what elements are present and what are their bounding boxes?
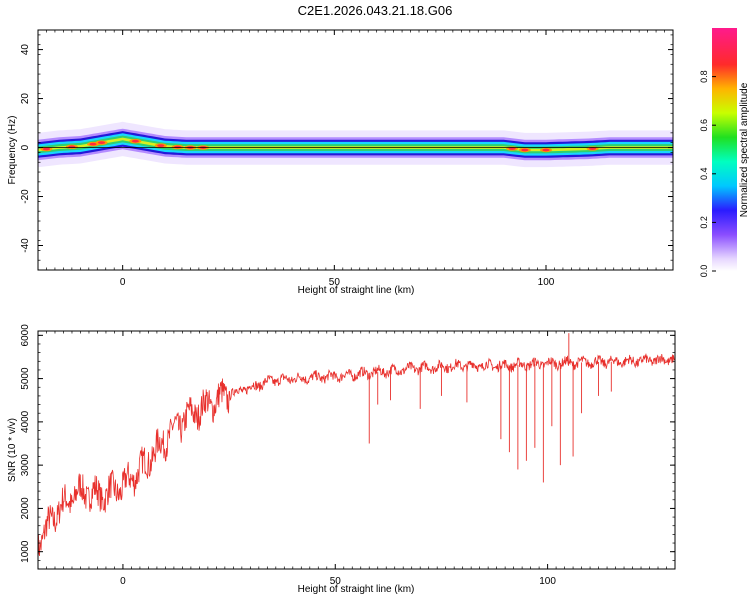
y-tick-label: -20 [20, 189, 31, 204]
colorbar-gradient [712, 28, 737, 271]
spectrogram-x-axis-label: Height of straight line (km) [298, 285, 415, 296]
y-tick-label: 2000 [20, 497, 31, 520]
snr-x-axis-label: Height of straight line (km) [298, 584, 415, 595]
x-tick-label: 0 [120, 576, 126, 587]
colorbar-tick-label: 0.6 [699, 119, 709, 132]
spectrogram-frame [37, 29, 674, 271]
x-tick-label: 100 [538, 277, 555, 288]
x-tick-label: 100 [539, 576, 556, 587]
colorbar-tick-label: 0.0 [699, 265, 709, 278]
spectral-hotspot-core [97, 141, 106, 145]
snr-panel: 0 50 100 1000 2000 3000 4000 5000 6000 Height o… [7, 324, 676, 595]
y-tick-label: 20 [20, 93, 31, 105]
colorbar-label: Normalized spectral amplitude [739, 82, 750, 217]
snr-series-line [38, 353, 675, 562]
y-tick-label: 5000 [20, 367, 31, 390]
x-tick-label: 0 [120, 277, 126, 288]
y-tick-label: 3000 [20, 454, 31, 477]
x-tick-label: 50 [329, 277, 341, 288]
snr-x-ticks: 0 50 100 [37, 331, 676, 587]
colorbar-tick-label: 0.4 [699, 168, 709, 181]
y-tick-label: 40 [20, 44, 31, 56]
spectrogram-panel: 0 50 100 -40 -20 0 20 40 Height of straight li… [7, 29, 674, 296]
snr-frame [37, 330, 676, 570]
spectral-hotspot-core [174, 145, 182, 149]
y-tick-label: 1000 [20, 540, 31, 563]
spectral-hotspot-core [157, 144, 165, 147]
snr-y-axis-label: SNR (10 * v/v) [7, 418, 18, 482]
snr-plot-area [38, 331, 675, 569]
spectrogram-y-axis-label: Frequency (Hz) [7, 116, 18, 185]
chart-title: C2E1.2026.043.21.18.G06 [298, 3, 453, 18]
y-tick-label: 6000 [20, 324, 31, 347]
spectral-hotspot-core [542, 148, 550, 152]
y-tick-label: 0 [20, 144, 31, 150]
spectrogram-x-ticks: 0 50 100 [37, 30, 674, 288]
x-tick-label: 50 [330, 576, 342, 587]
snr-dips [368, 333, 612, 483]
y-tick-label: 4000 [20, 410, 31, 433]
spectral-hotspot-core [42, 147, 51, 151]
colorbar-tick-label: 0.8 [699, 70, 709, 83]
spectral-hotspot-core [89, 142, 97, 146]
colorbar-tick-label: 0.2 [699, 216, 709, 229]
spectral-hotspot-core [521, 148, 529, 152]
snr-y-ticks: 1000 2000 3000 4000 5000 6000 [20, 324, 675, 563]
spectrogram-y-ticks: -40 -20 0 20 40 [20, 34, 673, 271]
colorbar-ticks: 0.0 0.2 0.4 0.6 0.8 [699, 70, 716, 277]
y-tick-label: -40 [20, 238, 31, 253]
colorbar: 0.0 0.2 0.4 0.6 0.8 Normalized spectral ampl… [699, 28, 750, 277]
spectral-hotspot-core [131, 139, 139, 143]
